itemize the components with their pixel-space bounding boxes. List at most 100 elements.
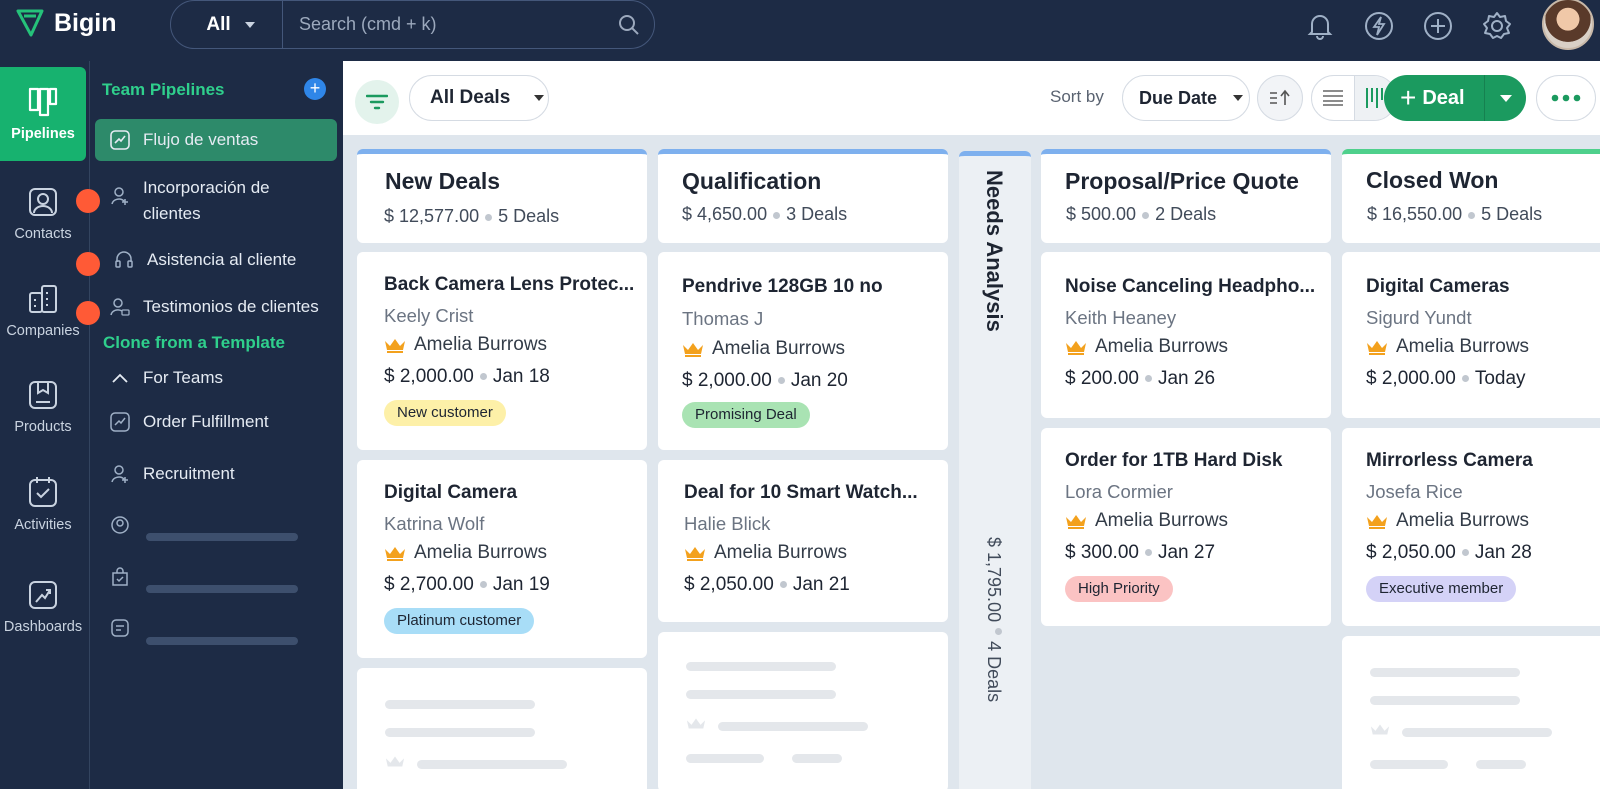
crown-icon	[385, 547, 405, 561]
bell-icon[interactable]	[1304, 10, 1336, 42]
deal-title: Noise Canceling Headpho...	[1065, 276, 1316, 297]
rail-item-label: Companies	[6, 323, 80, 339]
rail-item-pipelines[interactable]: Pipelines	[0, 67, 86, 161]
template-item-order-fulfillment[interactable]: Order Fulfillment	[95, 411, 337, 433]
deal-tag: High Priority	[1065, 576, 1173, 602]
skeleton-line	[1476, 760, 1526, 769]
pipeline-item-testimonios[interactable]: Testimonios de clientes	[95, 296, 337, 318]
add-pipeline-button[interactable]: +	[304, 78, 326, 100]
deal-tag: New customer	[384, 400, 506, 426]
crown-icon	[1066, 341, 1086, 355]
stage-summary: $ 1,795.00 4 Deals	[983, 537, 1004, 702]
template-label: Order Fulfillment	[143, 412, 269, 431]
search-scope-dropdown[interactable]: All	[171, 1, 283, 48]
rail-item-dashboards[interactable]: Dashboards	[0, 560, 86, 654]
filter-button[interactable]	[355, 80, 399, 124]
rail-item-products[interactable]: Products	[0, 360, 86, 454]
deal-card[interactable]: Back Camera Lens Protec... Keely Crist A…	[357, 252, 647, 450]
deal-card[interactable]: Pendrive 128GB 10 no Thomas J Amelia Bur…	[658, 252, 948, 450]
user-plus-icon	[109, 463, 131, 485]
deal-owner: Amelia Burrows	[1065, 510, 1228, 532]
deal-card[interactable]: Deal for 10 Smart Watch... Halie Blick A…	[658, 460, 948, 622]
stage-header-proposal[interactable]: Proposal/Price Quote $ 500.00 2 Deals	[1041, 149, 1331, 243]
deal-contact: Josefa Rice	[1366, 481, 1463, 502]
deal-title: Digital Camera	[384, 482, 518, 503]
sort-ascending-icon	[1270, 89, 1290, 105]
deal-contact: Keely Crist	[384, 305, 474, 326]
deal-owner-name: Amelia Burrows	[714, 542, 848, 563]
deal-title: Mirrorless Camera	[1366, 450, 1533, 471]
stage-collapsed-needs-analysis[interactable]: Needs Analysis $ 1,795.00 4 Deals	[959, 151, 1031, 789]
view-dropdown-label: All Deals	[430, 87, 511, 108]
stage-amount: $ 4,650.00	[682, 204, 768, 224]
pipeline-label: Flujo de ventas	[143, 130, 259, 149]
rail-item-contacts[interactable]: Contacts	[0, 167, 86, 261]
deal-card[interactable]: Mirrorless Camera Josefa Rice Amelia Bur…	[1342, 428, 1600, 626]
tour-hotspot-dot[interactable]	[76, 189, 100, 213]
sort-dropdown[interactable]: Due Date	[1122, 75, 1250, 121]
template-label: Recruitment	[143, 464, 235, 483]
stage-title: Closed Won	[1366, 167, 1499, 193]
create-deal-button[interactable]: + Deal	[1384, 75, 1526, 121]
deal-amount-date: $ 2,700.00 Jan 19	[384, 574, 550, 596]
skeleton-line	[686, 754, 764, 763]
stage-header-closed-won[interactable]: Closed Won $ 16,550.00 5 Deals	[1342, 149, 1600, 243]
search-bar[interactable]: All Search (cmd + k)	[170, 0, 655, 49]
gear-icon[interactable]	[1481, 10, 1513, 42]
pipelines-icon	[28, 87, 58, 117]
deal-amount-date: $ 2,000.00 Today	[1366, 368, 1526, 390]
rail-item-label: Pipelines	[11, 126, 75, 142]
view-dropdown[interactable]: All Deals	[409, 75, 549, 121]
template-item-placeholder[interactable]	[95, 514, 337, 536]
crown-icon	[685, 547, 705, 561]
plus-circle-icon[interactable]	[1422, 10, 1454, 42]
deal-date: Today	[1474, 368, 1526, 389]
tour-hotspot-dot[interactable]	[76, 252, 100, 276]
stage-count: 2 Deals	[1155, 204, 1217, 224]
skeleton-line	[1370, 696, 1520, 705]
stage-header-qualification[interactable]: Qualification $ 4,650.00 3 Deals	[658, 149, 948, 243]
companies-icon	[29, 285, 57, 313]
more-options-button[interactable]	[1536, 75, 1596, 121]
deal-card[interactable]: Digital Cameras Sigurd Yundt Amelia Burr…	[1342, 252, 1600, 418]
deal-owner-name: Amelia Burrows	[414, 334, 548, 355]
for-teams-toggle[interactable]: For Teams	[95, 367, 337, 389]
template-item-placeholder[interactable]	[95, 617, 337, 639]
deal-amount: $ 2,000.00	[384, 366, 474, 387]
template-item-recruitment[interactable]: Recruitment	[95, 463, 337, 485]
search-input[interactable]: Search (cmd + k)	[299, 14, 437, 34]
deal-contact: Thomas J	[682, 308, 764, 329]
deal-date: Jan 18	[492, 366, 550, 387]
pipeline-item-flujo-de-ventas[interactable]: Flujo de ventas	[95, 119, 337, 161]
skeleton-line	[146, 585, 298, 593]
list-view-button[interactable]	[1312, 76, 1354, 120]
deal-card-loading	[357, 668, 647, 789]
rail-item-activities[interactable]: Activities	[0, 457, 86, 551]
deal-amount: $ 2,050.00	[684, 574, 774, 595]
deal-title: Deal for 10 Smart Watch...	[684, 482, 918, 503]
stage-summary: $ 12,577.00 5 Deals	[384, 206, 559, 227]
bigin-logo-icon	[16, 9, 44, 37]
deal-amount: $ 200.00	[1065, 368, 1139, 389]
contacts-icon	[29, 188, 57, 216]
sort-order-button[interactable]	[1257, 75, 1303, 121]
lightning-icon[interactable]	[1363, 10, 1395, 42]
deal-owner-name: Amelia Burrows	[1396, 336, 1530, 357]
app-logo[interactable]: Bigin	[16, 8, 117, 38]
stage-count: 4 Deals	[984, 641, 1004, 703]
pipeline-item-incorporacion[interactable]: Incorporación de clientes	[95, 175, 337, 227]
deal-card[interactable]: Noise Canceling Headpho... Keith Heaney …	[1041, 252, 1331, 418]
stage-header-new-deals[interactable]: New Deals $ 12,577.00 5 Deals	[357, 149, 647, 243]
pipeline-item-asistencia[interactable]: Asistencia al cliente	[95, 249, 337, 271]
search-icon[interactable]	[604, 14, 654, 36]
deal-card[interactable]: Order for 1TB Hard Disk Lora Cormier Ame…	[1041, 428, 1331, 626]
stage-title: Needs Analysis	[982, 170, 1007, 332]
deal-menu-caret[interactable]	[1484, 75, 1526, 121]
deal-card[interactable]: Digital Camera Katrina Wolf Amelia Burro…	[357, 460, 647, 658]
template-item-placeholder[interactable]	[95, 566, 337, 588]
skeleton-line	[1402, 728, 1552, 737]
rail-item-companies[interactable]: Companies	[0, 264, 86, 358]
pipelines-panel: Team Pipelines + Flujo de ventas Incorpo…	[90, 61, 343, 789]
tour-hotspot-dot[interactable]	[76, 301, 100, 325]
avatar[interactable]	[1542, 0, 1594, 50]
